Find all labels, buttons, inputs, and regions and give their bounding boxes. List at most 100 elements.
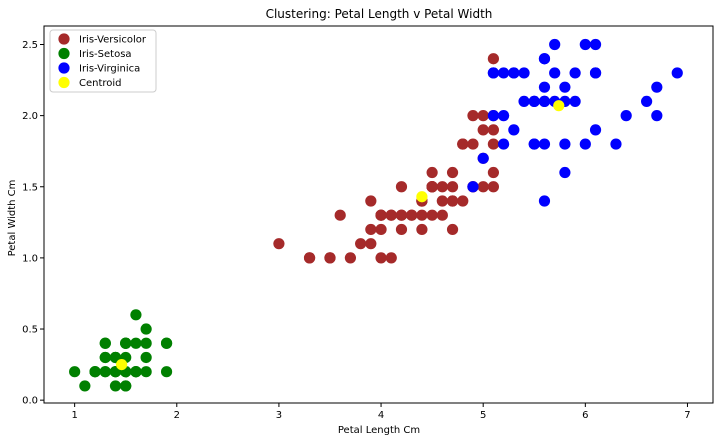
data-point [487,181,500,193]
data-point [355,238,367,250]
data-point [79,380,91,392]
centroid-point [116,358,128,371]
data-point [120,337,132,349]
data-point [446,166,459,179]
data-point [559,81,571,93]
data-points [69,38,683,392]
data-point [395,223,408,236]
data-point [477,181,489,193]
chart-title: Clustering: Petal Length v Petal Width [266,7,493,21]
y-tick-label: 1.5 [22,182,38,193]
data-point [395,209,408,221]
data-point [559,166,571,179]
data-point [324,252,336,264]
data-point [130,337,142,349]
data-point [69,366,81,378]
data-point [610,138,622,150]
data-point [457,138,469,150]
data-point [487,53,500,65]
data-point [477,152,489,164]
data-point [446,181,459,193]
data-point [477,124,489,136]
data-point [498,110,510,122]
data-point [130,366,142,378]
data-point [140,351,152,364]
data-point [538,195,551,207]
data-point [446,223,459,236]
data-point [426,209,438,221]
data-point [426,166,438,179]
legend-marker [58,47,70,60]
data-point [641,95,653,107]
data-point [436,209,448,221]
data-point [538,95,551,107]
data-point [109,380,122,392]
x-tick-label: 6 [582,410,588,421]
data-point [140,366,152,378]
data-point [406,209,418,221]
data-point [579,138,591,150]
data-point [651,81,663,93]
data-point [385,209,397,221]
legend-marker [58,62,70,74]
data-point [457,195,469,207]
y-tick-label: 0.0 [22,396,38,407]
series-iris-virginica [467,38,683,207]
y-axis-ticks: 0.0 0.5 1.0 1.5 2.0 2.5 [22,40,44,407]
legend: Iris-Versicolor Iris-Setosa Iris-Virginica… [49,29,157,93]
data-point [589,124,602,136]
data-point [538,53,551,65]
data-point [446,195,459,207]
centroid-point [416,191,428,203]
data-point [467,138,479,150]
data-point [344,252,357,264]
data-point [99,366,111,378]
data-point [395,181,408,193]
series-iris-setosa [69,309,173,392]
data-point [487,67,500,79]
data-point [528,95,540,107]
data-point [375,209,387,221]
data-point [365,223,377,236]
data-point [273,238,285,250]
x-tick-label: 1 [71,410,77,421]
data-point [436,195,448,207]
data-point [89,366,101,378]
x-axis-ticks: 1 2 3 4 5 6 7 [71,403,691,421]
data-point [528,138,540,150]
legend-label: Iris-Setosa [79,49,132,60]
data-point [508,67,520,79]
data-point [416,223,428,236]
data-point [620,110,632,122]
x-tick-label: 3 [276,410,282,421]
data-point [559,138,571,150]
data-point [99,351,111,364]
data-point [375,252,387,264]
data-point [487,138,500,150]
data-point [518,67,530,79]
y-tick-label: 1.0 [22,253,38,264]
legend-marker [58,33,70,45]
data-point [538,81,551,93]
data-point [160,337,173,349]
data-point [99,337,111,349]
data-point [385,252,397,264]
y-tick-label: 2.5 [22,40,38,51]
data-point [365,195,377,207]
data-point [426,181,438,193]
data-point [549,67,561,79]
legend-marker [58,76,70,89]
data-point [487,166,500,179]
data-point [498,67,510,79]
data-point [549,38,561,51]
data-point [436,181,448,193]
x-tick-label: 2 [174,410,180,421]
data-point [416,209,428,221]
y-tick-label: 2.0 [22,111,38,122]
data-point [487,110,500,122]
data-point [160,366,173,378]
y-axis-label: Petal Width Cm [7,180,18,257]
centroid-point [553,100,565,112]
data-point [365,238,377,250]
